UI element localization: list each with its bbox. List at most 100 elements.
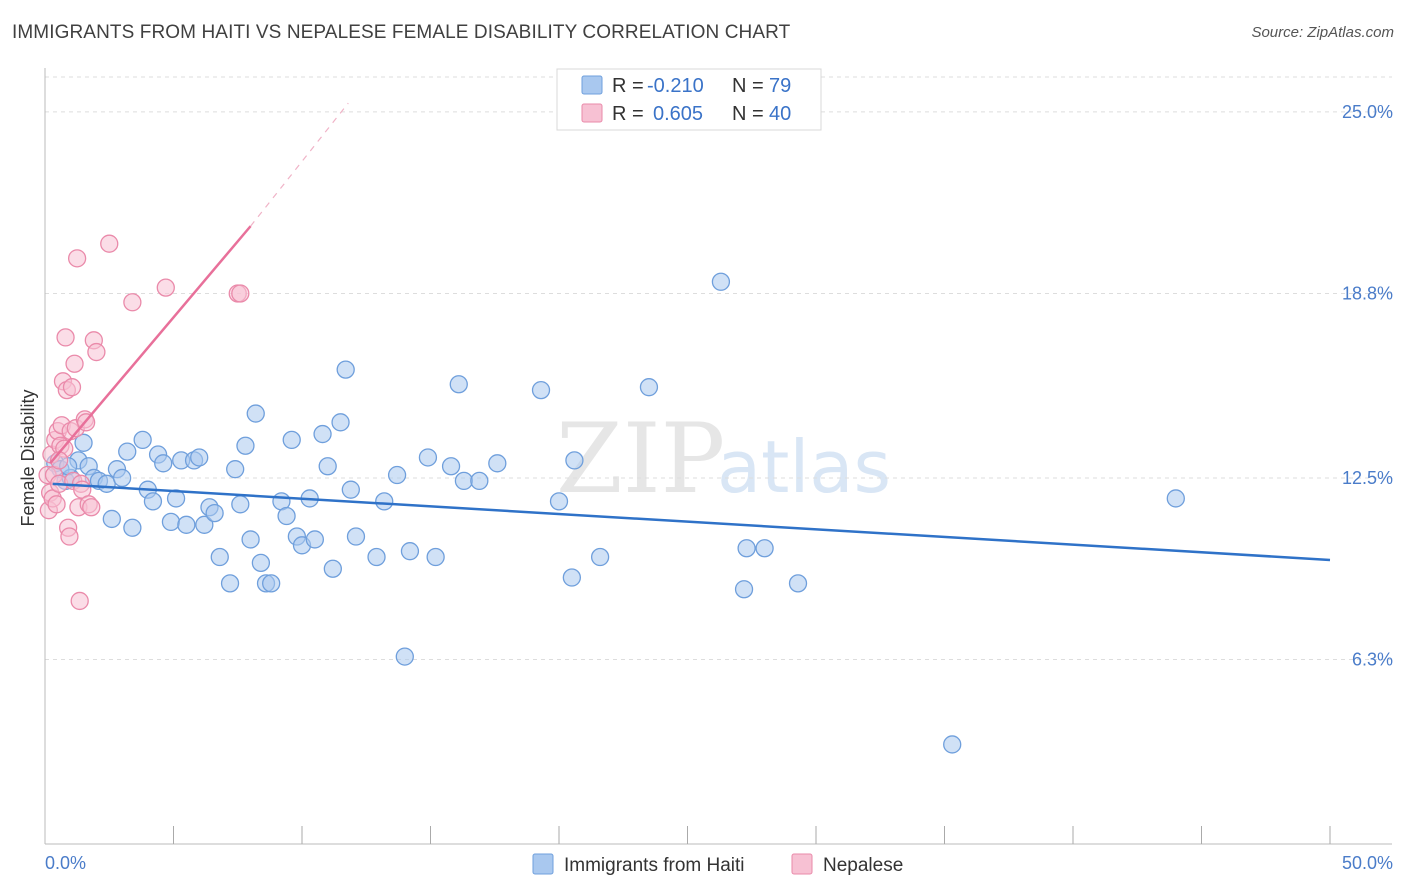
haiti-point-50 bbox=[336, 360, 355, 379]
y-axis-title: Female Disability bbox=[18, 389, 38, 526]
nepalese-point-38 bbox=[231, 284, 250, 303]
legend-n-value-haiti: 79 bbox=[769, 75, 791, 97]
y-tick-label-3: 25.0% bbox=[1342, 102, 1393, 122]
legend-r-value-nepalese: 0.605 bbox=[653, 103, 703, 125]
haiti-point-68 bbox=[565, 451, 584, 470]
haiti-point-38 bbox=[262, 574, 281, 593]
legend: R = -0.210 N = 79 R = 0.605 N = 40 bbox=[556, 68, 822, 131]
bottom-legend-label-nepalese: Nepalese bbox=[823, 855, 903, 876]
nepalese-point-17 bbox=[60, 527, 79, 546]
haiti-point-9 bbox=[97, 474, 116, 493]
haiti-point-45 bbox=[305, 530, 325, 549]
watermark: ZIP atlas bbox=[556, 403, 891, 515]
points bbox=[38, 234, 1185, 754]
legend-r-value-haiti: -0.210 bbox=[647, 75, 704, 97]
bottom-legend: Immigrants from Haiti Nepalese bbox=[532, 853, 903, 876]
haiti-point-23 bbox=[177, 515, 196, 534]
haiti-point-46 bbox=[313, 424, 332, 444]
nepalese-point-25 bbox=[70, 591, 89, 611]
chart-source: Source: ZipAtlas.com bbox=[1251, 24, 1394, 41]
nepalese-point-31 bbox=[82, 498, 101, 517]
legend-r-label-nepalese: R = bbox=[612, 103, 644, 125]
nepalese-point-7 bbox=[47, 495, 66, 514]
bottom-legend-label-haiti: Immigrants from Haiti bbox=[564, 855, 745, 876]
series-haiti bbox=[46, 272, 1185, 754]
haiti-point-17 bbox=[143, 492, 163, 511]
haiti-point-15 bbox=[133, 430, 152, 450]
haiti-point-53 bbox=[367, 547, 386, 567]
haiti-point-58 bbox=[418, 448, 438, 467]
haiti-point-36 bbox=[251, 553, 271, 573]
y-tick-label-2: 18.8% bbox=[1342, 283, 1393, 303]
y-tick-labels: 6.3% 12.5% 18.8% 25.0% bbox=[1342, 102, 1393, 670]
x-ticks bbox=[173, 826, 1331, 844]
nepalese-point-23 bbox=[67, 249, 87, 268]
nepalese-point-33 bbox=[87, 342, 106, 362]
haiti-point-54 bbox=[375, 492, 394, 511]
legend-n-value-nepalese: 40 bbox=[769, 103, 791, 125]
haiti-point-31 bbox=[226, 460, 245, 479]
haiti-point-57 bbox=[400, 542, 420, 561]
haiti-point-67 bbox=[562, 568, 581, 587]
haiti-point-69 bbox=[590, 547, 610, 567]
haiti-point-19 bbox=[154, 454, 173, 473]
nepalese-point-19 bbox=[62, 378, 82, 397]
nepalese-point-14 bbox=[56, 328, 75, 347]
y-tick-label-1: 12.5% bbox=[1342, 468, 1393, 488]
x-tick-label-min: 0.0% bbox=[45, 853, 86, 873]
haiti-point-64 bbox=[488, 454, 507, 473]
haiti-point-71 bbox=[711, 272, 731, 291]
haiti-point-52 bbox=[346, 527, 366, 546]
watermark-atlas: atlas bbox=[717, 425, 891, 509]
nepalese-trend-line bbox=[49, 225, 252, 465]
haiti-point-47 bbox=[318, 457, 337, 476]
x-tick-label-max: 50.0% bbox=[1342, 853, 1393, 873]
haiti-point-76 bbox=[943, 735, 962, 754]
haiti-point-61 bbox=[449, 375, 468, 394]
nepalese-point-34 bbox=[100, 234, 119, 253]
haiti-point-28 bbox=[205, 503, 224, 523]
nepalese-point-35 bbox=[123, 293, 142, 312]
haiti-point-13 bbox=[118, 442, 137, 461]
haiti-point-66 bbox=[549, 492, 569, 511]
haiti-point-20 bbox=[161, 512, 181, 532]
haiti-point-10 bbox=[102, 509, 121, 529]
grid bbox=[45, 76, 1392, 661]
haiti-point-70 bbox=[639, 378, 659, 397]
haiti-point-32 bbox=[231, 495, 250, 514]
haiti-point-72 bbox=[734, 580, 754, 599]
haiti-point-14 bbox=[123, 518, 142, 537]
legend-r-label-haiti: R = bbox=[612, 75, 644, 97]
nepalese-point-21 bbox=[65, 354, 84, 373]
haiti-trend-line bbox=[52, 482, 1331, 562]
haiti-point-33 bbox=[236, 436, 255, 455]
haiti-point-60 bbox=[441, 457, 461, 476]
haiti-point-25 bbox=[190, 448, 209, 467]
bottom-legend-swatch-nepalese bbox=[791, 853, 813, 875]
haiti-point-26 bbox=[195, 515, 214, 534]
haiti-point-77 bbox=[1166, 489, 1185, 508]
haiti-point-12 bbox=[112, 468, 132, 488]
haiti-point-65 bbox=[531, 380, 551, 400]
haiti-point-63 bbox=[470, 471, 489, 491]
haiti-point-56 bbox=[395, 647, 414, 666]
haiti-point-51 bbox=[341, 480, 360, 499]
haiti-point-74 bbox=[755, 539, 774, 558]
haiti-point-41 bbox=[282, 430, 301, 450]
legend-n-label-haiti: N = bbox=[732, 75, 764, 97]
nepalese-point-36 bbox=[156, 278, 175, 297]
y-tick-label-0: 6.3% bbox=[1352, 650, 1393, 670]
haiti-point-55 bbox=[387, 465, 407, 485]
haiti-point-49 bbox=[331, 413, 350, 432]
haiti-point-62 bbox=[454, 471, 474, 491]
haiti-point-29 bbox=[210, 547, 229, 567]
haiti-point-48 bbox=[323, 559, 342, 578]
legend-n-label-nepalese: N = bbox=[732, 103, 764, 125]
haiti-point-34 bbox=[241, 530, 260, 549]
haiti-point-59 bbox=[426, 547, 445, 567]
haiti-point-35 bbox=[246, 404, 265, 423]
nepalese-trend-extension bbox=[250, 102, 349, 227]
bottom-legend-swatch-haiti bbox=[532, 853, 554, 875]
trend-lines bbox=[49, 102, 1331, 562]
